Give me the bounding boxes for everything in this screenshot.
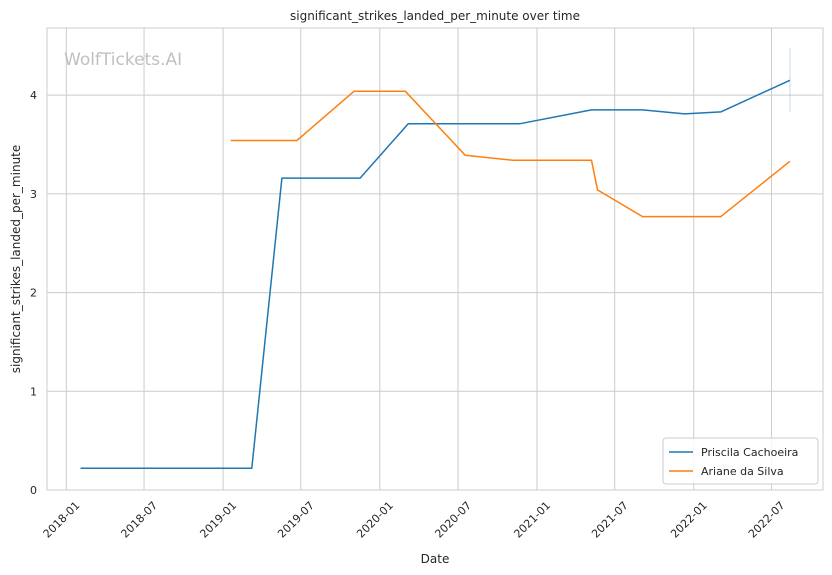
legend-label-priscila-cachoeira: Priscila Cachoeira bbox=[701, 446, 798, 459]
x-tick-labels: 2018-01 2018-07 2019-01 2019-07 2020-01 2020-… bbox=[41, 499, 788, 541]
series-line-priscila-cachoeira bbox=[80, 79, 791, 470]
x-tick-label: 2018-07 bbox=[118, 499, 160, 541]
legend-box bbox=[662, 437, 819, 485]
y-tick-label: 3 bbox=[30, 188, 37, 201]
chart-title: significant_strikes_landed_per_minute ov… bbox=[290, 9, 580, 23]
x-tick-label: 2021-01 bbox=[511, 499, 553, 541]
y-axis-title: significant_strikes_landed_per_minute bbox=[9, 145, 23, 374]
watermark: WolfTickets.AI bbox=[64, 50, 182, 70]
x-tick-label: 2022-01 bbox=[668, 499, 710, 541]
y-tick-label: 1 bbox=[30, 385, 37, 398]
x-tick-label: 2020-07 bbox=[432, 499, 474, 541]
plot-frame bbox=[46, 27, 824, 491]
grid-lines bbox=[47, 28, 823, 491]
plot-background bbox=[47, 28, 823, 490]
x-axis-title: Date bbox=[421, 552, 450, 566]
x-tick-label: 2018-01 bbox=[41, 499, 83, 541]
y-tick-label: 0 bbox=[30, 484, 37, 497]
y-tick-labels: 0 1 2 3 4 bbox=[30, 89, 37, 497]
x-tick-label: 2019-07 bbox=[275, 499, 317, 541]
x-tick-label: 2019-01 bbox=[197, 499, 239, 541]
y-tick-label: 2 bbox=[30, 287, 37, 300]
legend: Priscila Cachoeira Ariane da Silva bbox=[662, 437, 819, 485]
x-tick-label: 2022-07 bbox=[746, 499, 788, 541]
x-tick-label: 2020-01 bbox=[354, 499, 396, 541]
x-tick-label: 2021-07 bbox=[589, 499, 631, 541]
y-tick-label: 4 bbox=[30, 89, 37, 102]
legend-label-ariane-da-silva: Ariane da Silva bbox=[701, 465, 784, 478]
series-line-ariane-da-silva bbox=[230, 90, 791, 218]
series-layer bbox=[80, 47, 791, 470]
